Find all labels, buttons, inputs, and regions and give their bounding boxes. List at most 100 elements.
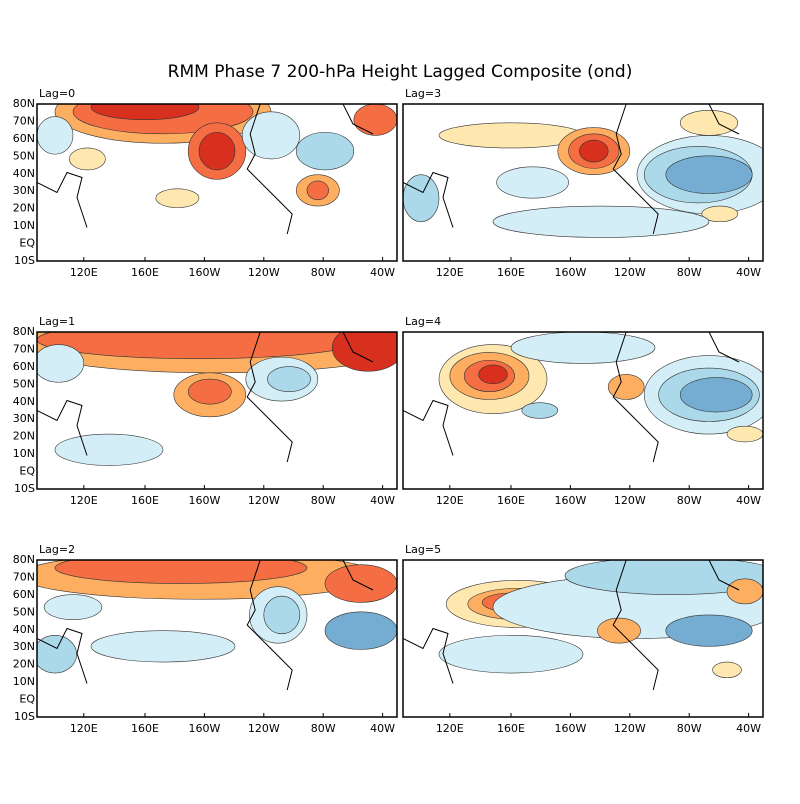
lon-label: 120E — [70, 722, 98, 735]
contour-shading — [37, 635, 77, 674]
lon-label: 80W — [311, 722, 336, 735]
contour-shading — [90, 104, 200, 120]
lat-label: EQ — [19, 237, 35, 250]
panel-label: Lag=4 — [405, 315, 441, 328]
lat-label: 20N — [13, 202, 35, 215]
lat-label: 30N — [13, 640, 35, 653]
lon-label: 80W — [311, 494, 336, 507]
contour-shading — [478, 364, 508, 385]
lon-label: 160W — [554, 266, 586, 279]
lat-label: 40N — [13, 623, 35, 636]
lon-label: 160E — [131, 494, 159, 507]
lon-label: 120W — [614, 494, 646, 507]
coastline — [37, 104, 374, 235]
lon-label: 160W — [188, 494, 220, 507]
lon-label: 160W — [188, 722, 220, 735]
lat-label: 60N — [13, 360, 35, 373]
contour-shading — [492, 205, 710, 238]
contour-shading — [353, 104, 397, 136]
panel-border — [36, 331, 398, 490]
lat-label: 50N — [13, 377, 35, 390]
lon-label: 80W — [677, 266, 702, 279]
lon-label: 120W — [248, 494, 280, 507]
lat-label: 10N — [13, 219, 35, 232]
contour-shading — [438, 635, 584, 674]
lat-label: 20N — [13, 430, 35, 443]
panel-label: Lag=2 — [39, 543, 75, 556]
coastline — [37, 560, 374, 691]
lon-label: 120W — [614, 722, 646, 735]
contour-shading — [579, 139, 609, 163]
contour-shading — [403, 174, 440, 223]
lat-label: 20N — [13, 658, 35, 671]
panel-label: Lag=3 — [405, 87, 441, 100]
contour-shading — [726, 425, 763, 443]
contour-shading — [679, 109, 739, 136]
lat-label: 60N — [13, 588, 35, 601]
lon-label: 160W — [554, 722, 586, 735]
contour-shading — [198, 131, 236, 171]
panel-border — [36, 559, 398, 718]
contour-shading — [306, 180, 329, 201]
lat-label: 60N — [13, 132, 35, 145]
panel-label: Lag=5 — [405, 543, 441, 556]
lat-label: 80N — [13, 553, 35, 566]
contour-shading — [712, 661, 742, 679]
lon-label: 160E — [131, 266, 159, 279]
lat-label: 10N — [13, 675, 35, 688]
lon-label: 40W — [370, 722, 395, 735]
lon-label: 80W — [311, 266, 336, 279]
figure-title: RMM Phase 7 200-hPa Height Lagged Compos… — [168, 62, 633, 82]
contour-shading — [324, 611, 397, 650]
lat-label: 80N — [13, 325, 35, 338]
contour-shading — [54, 433, 164, 466]
contour-shading — [54, 560, 308, 584]
coastline — [403, 332, 740, 463]
lon-label: 160E — [131, 722, 159, 735]
lat-label: 10S — [14, 482, 35, 495]
contour-shading — [37, 116, 74, 155]
contour-shading — [679, 377, 753, 413]
lon-label: 120E — [70, 266, 98, 279]
lon-label: 40W — [736, 722, 761, 735]
lon-label: 80W — [677, 494, 702, 507]
lat-label: 50N — [13, 149, 35, 162]
map-panel — [403, 104, 763, 261]
lon-label: 120E — [436, 266, 464, 279]
contour-shading — [496, 166, 569, 199]
lon-label: 120E — [70, 494, 98, 507]
lon-label: 160W — [188, 266, 220, 279]
contour-shading — [521, 402, 559, 419]
map-panel — [403, 332, 763, 489]
panel-border — [402, 559, 764, 718]
lat-label: 80N — [13, 97, 35, 110]
lat-label: 30N — [13, 184, 35, 197]
lat-label: 70N — [13, 342, 35, 355]
panel-border — [402, 331, 764, 490]
lon-label: 120W — [248, 722, 280, 735]
lon-label: 160E — [497, 494, 525, 507]
lon-label: 40W — [370, 494, 395, 507]
lon-label: 40W — [370, 266, 395, 279]
panel-border — [36, 103, 398, 262]
lon-label: 120E — [436, 722, 464, 735]
map-panel — [37, 560, 397, 717]
lat-label: EQ — [19, 465, 35, 478]
lat-label: 10S — [14, 254, 35, 267]
lon-label: 40W — [736, 266, 761, 279]
map-panel — [37, 104, 397, 261]
contour-shading — [267, 366, 311, 392]
lat-label: 30N — [13, 412, 35, 425]
contour-shading — [726, 578, 763, 605]
panel-border — [402, 103, 764, 262]
lon-label: 160E — [497, 266, 525, 279]
lon-label: 120W — [614, 266, 646, 279]
contour-shading — [155, 188, 200, 208]
contour-shading — [241, 111, 301, 160]
contour-shading — [69, 147, 106, 171]
panel-label: Lag=1 — [39, 315, 75, 328]
lat-label: 10N — [13, 447, 35, 460]
panel-label: Lag=0 — [39, 87, 75, 100]
contour-shading — [295, 131, 355, 171]
lat-label: 40N — [13, 167, 35, 180]
